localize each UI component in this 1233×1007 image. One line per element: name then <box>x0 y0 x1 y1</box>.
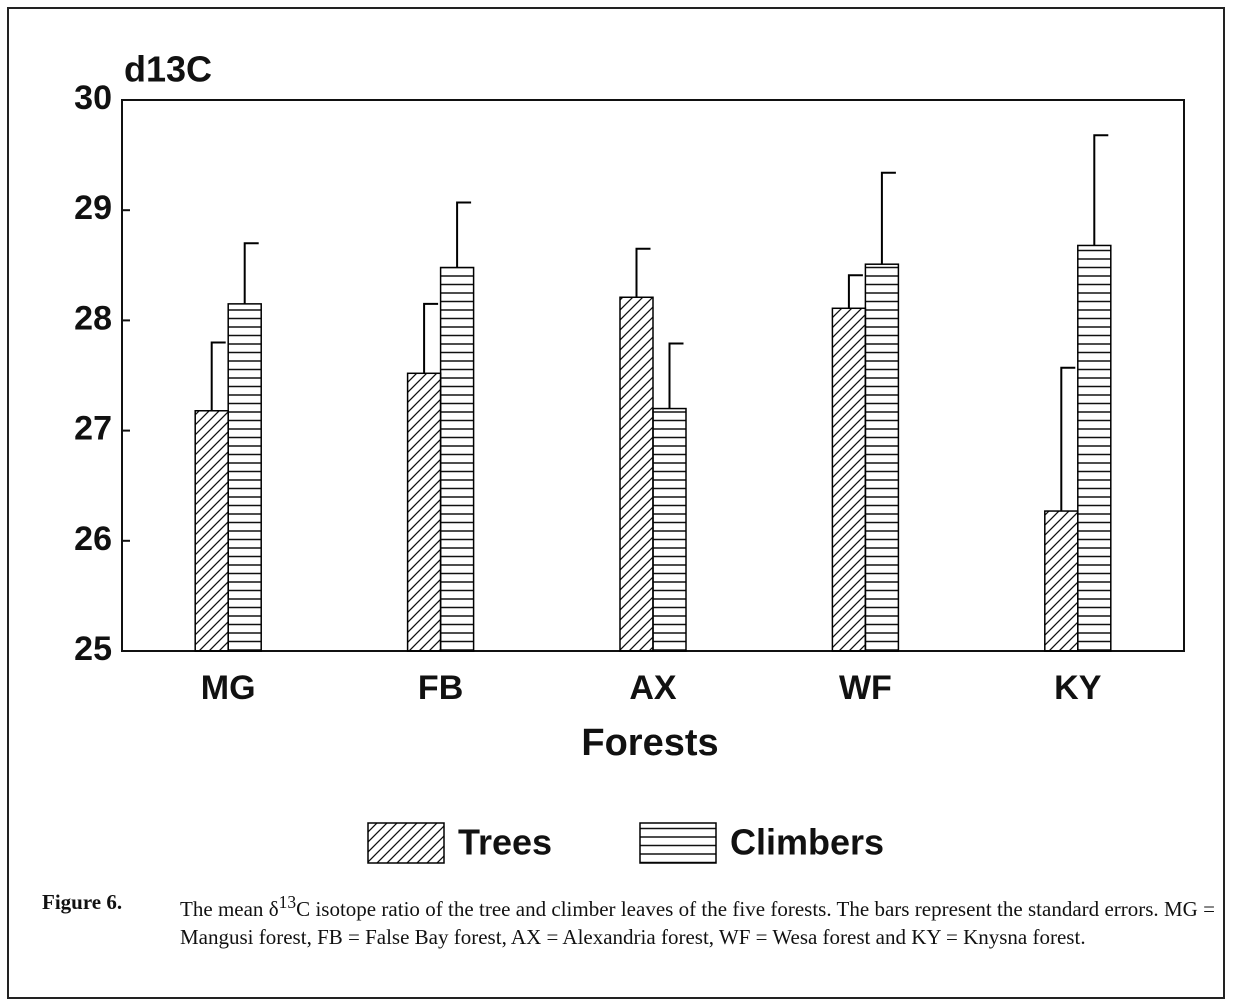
caption-part: The mean δ <box>180 897 279 921</box>
bar <box>619 296 654 652</box>
error-bar <box>847 274 863 309</box>
legend-label: Trees <box>458 822 552 863</box>
bar <box>194 410 229 652</box>
caption-text: The mean δ13C isotope ratio of the tree … <box>180 888 1215 951</box>
y-tick-label: 25 <box>74 630 112 668</box>
error-bar <box>635 247 651 298</box>
bar <box>864 263 900 652</box>
bar <box>831 307 867 652</box>
x-tick-label: AX <box>629 669 677 707</box>
frame <box>7 7 1225 999</box>
bar <box>227 303 262 652</box>
legend-label: Climbers <box>730 822 884 863</box>
error-bar <box>880 171 896 265</box>
bar <box>406 372 442 652</box>
error-bar <box>243 242 259 304</box>
error-bar <box>1093 134 1109 246</box>
error-bar <box>1060 366 1076 512</box>
y-tick-label: 26 <box>74 520 112 558</box>
x-tick-label: FB <box>418 669 463 707</box>
error-bar <box>668 342 684 409</box>
legend-swatch <box>367 822 445 864</box>
bar <box>652 407 687 652</box>
caption-sup: 13 <box>278 892 297 912</box>
x-tick-label: MG <box>201 669 256 707</box>
y-tick-label: 30 <box>74 79 112 117</box>
y-tick-label: 28 <box>74 299 112 337</box>
x-tick-label: KY <box>1054 669 1102 707</box>
error-bar <box>456 201 472 268</box>
bar <box>439 266 475 652</box>
caption-label: Figure 6. <box>42 890 123 914</box>
caption-part: C isotope ratio of the tree and climber … <box>180 897 1215 949</box>
legend-swatch <box>639 822 717 864</box>
y-tick-label: 27 <box>74 410 112 448</box>
x-tick-label: WF <box>839 669 892 707</box>
y-axis-label: d13C <box>124 49 212 90</box>
x-axis-label: Forests <box>581 722 718 764</box>
y-tick-label: 29 <box>74 189 112 227</box>
error-bar <box>210 341 226 411</box>
bar <box>1044 510 1079 652</box>
bar <box>1077 244 1112 652</box>
error-bar <box>423 302 439 374</box>
